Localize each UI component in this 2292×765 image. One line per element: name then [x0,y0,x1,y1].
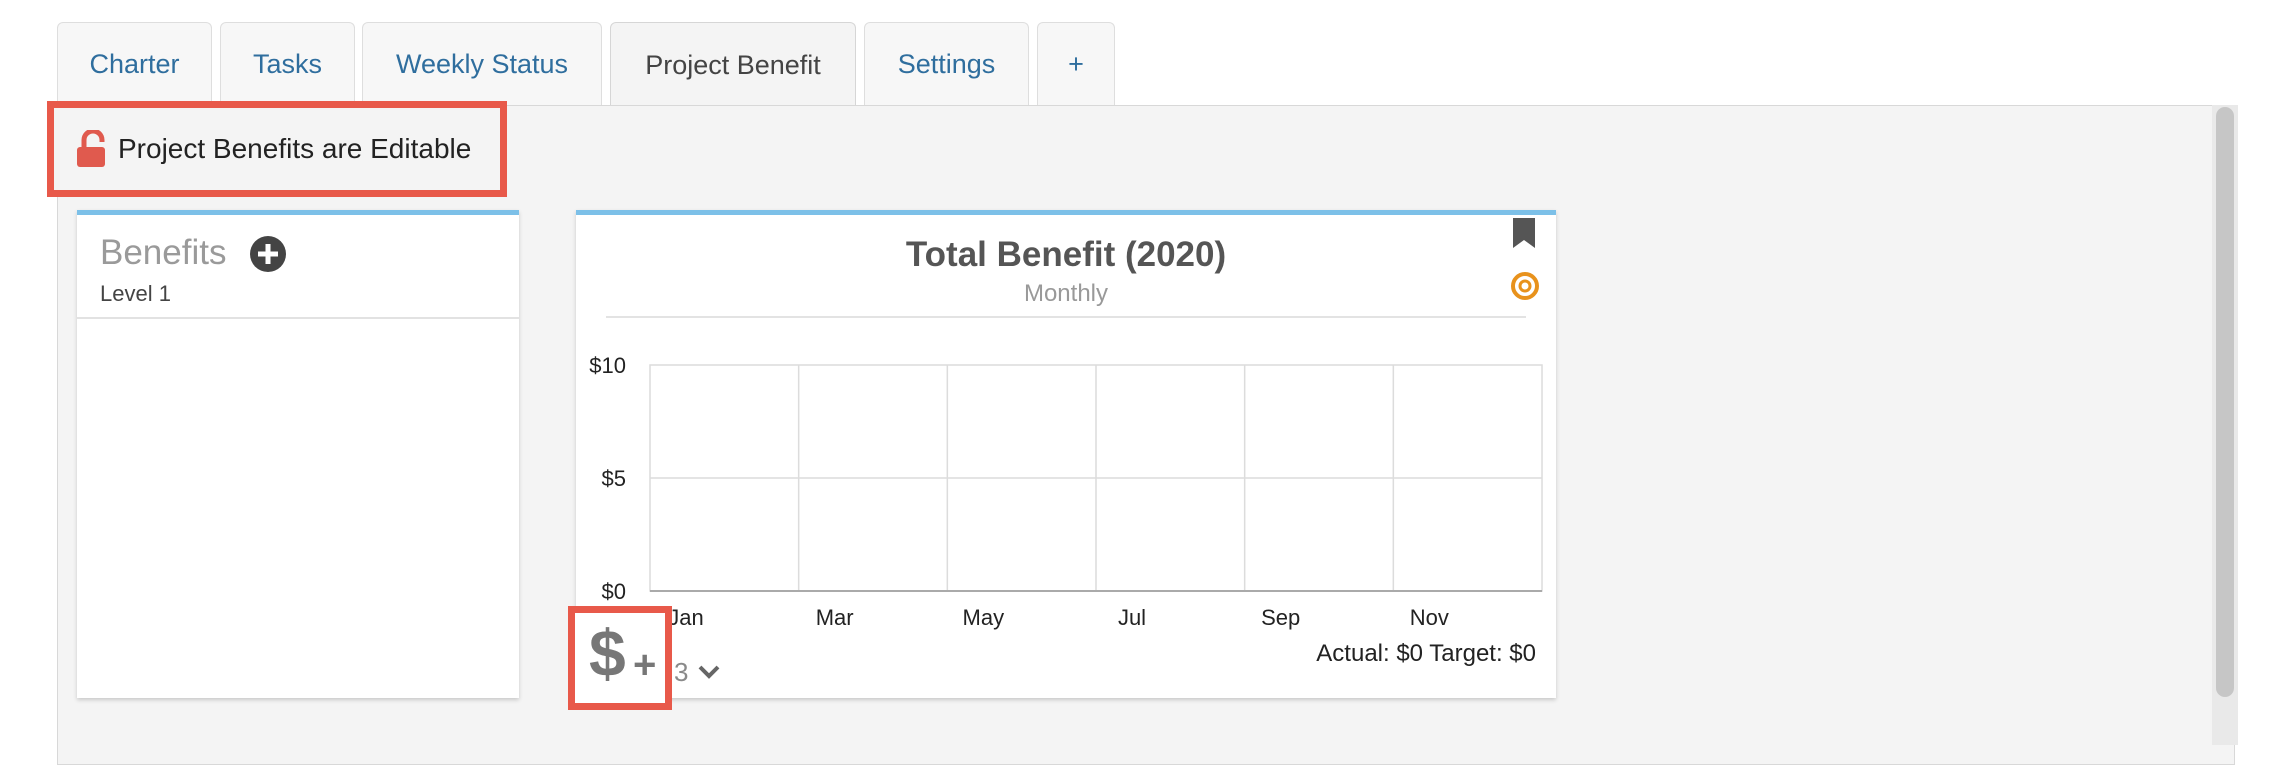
lock-open-icon [77,130,105,167]
benefits-panel: Benefits Level 1 [77,210,519,698]
benefit-chart: $10 $5 $0 Jan Mar May Jul Sep Nov [589,353,1543,630]
y-tick-label: $10 [589,353,626,378]
tab-tasks[interactable]: Tasks [220,22,355,106]
tab-label: Weekly Status [395,49,569,79]
dollar-plus-icon: $ [589,616,626,690]
x-tick-label: Nov [1410,605,1449,630]
chart-divider [606,316,1526,318]
editable-label: Project Benefits are Editable [118,133,472,164]
chart-title: Total Benefit (2020) [905,235,1227,274]
x-tick-label: Sep [1261,605,1300,630]
tab-weekly-status[interactable]: Weekly Status [362,22,602,106]
x-tick-label: Jul [1118,605,1146,630]
y-tick-label: $0 [602,579,626,604]
scrollbar-thumb[interactable] [2216,107,2234,697]
tab-add-button[interactable]: + [1037,22,1115,106]
benefit-count: 3 [674,657,689,687]
benefits-level: Level 1 [100,281,171,306]
tab-label: Charter [89,49,180,79]
add-dollar-benefit-button[interactable]: $ + [568,606,672,710]
actual-target-summary: Actual: $0 Target: $0 [1316,640,1536,667]
editable-toggle[interactable]: Project Benefits are Editable [47,101,507,197]
tab-label: Tasks [252,49,323,79]
divider [77,317,519,319]
benefits-title: Benefits [100,233,227,272]
tab-label: Settings [897,49,996,79]
bookmark-icon[interactable] [1512,218,1536,248]
tab-label: + [1068,49,1084,79]
chart-panel: Total Benefit (2020) Monthly $10 $5 $0 Jan M… [576,210,1556,698]
plus-sign: + [633,643,657,687]
tab-settings[interactable]: Settings [864,22,1029,106]
tab-charter[interactable]: Charter [57,22,212,106]
chevron-down-icon[interactable] [697,662,721,682]
y-tick-label: $5 [602,466,626,491]
tab-project-benefit[interactable]: Project Benefit [610,22,856,108]
chart-subtitle: Monthly [1023,280,1109,307]
x-tick-label: May [963,605,1005,630]
x-tick-label: Mar [816,605,854,630]
target-icon[interactable] [1510,271,1540,301]
add-circle-icon[interactable] [249,235,287,273]
tab-label: Project Benefit [645,50,821,80]
x-tick-label: Jan [668,605,703,630]
